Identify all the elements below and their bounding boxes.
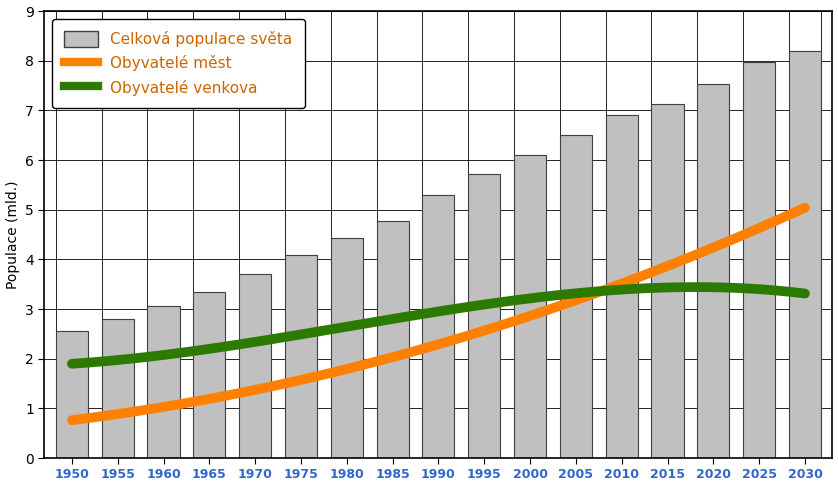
- Bar: [560, 135, 592, 458]
- Bar: [376, 221, 409, 458]
- Bar: [514, 155, 546, 458]
- Bar: [606, 115, 638, 458]
- Bar: [56, 331, 88, 458]
- Bar: [789, 51, 821, 458]
- Bar: [147, 305, 179, 458]
- Bar: [331, 238, 363, 458]
- Bar: [743, 62, 775, 458]
- Legend: Celková populace světa, Obyvatelé měst, Obyvatelé venkova: Celková populace světa, Obyvatelé měst, …: [52, 19, 304, 108]
- Bar: [651, 104, 684, 458]
- Bar: [101, 319, 134, 458]
- Bar: [285, 255, 317, 458]
- Bar: [468, 174, 500, 458]
- Y-axis label: Populace (mld.): Populace (mld.): [6, 180, 19, 289]
- Bar: [194, 292, 225, 458]
- Bar: [422, 195, 454, 458]
- Bar: [239, 274, 272, 458]
- Bar: [697, 84, 729, 458]
